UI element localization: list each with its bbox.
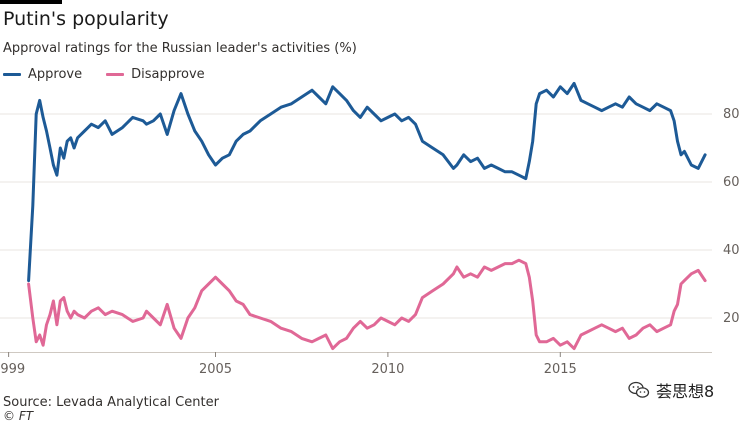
wechat-icon [628, 381, 650, 398]
legend-swatch-disapprove [106, 73, 125, 76]
watermark: 荟思想8 [628, 378, 714, 402]
legend-swatch-approve [3, 73, 21, 76]
legend-label-approve: Approve [28, 67, 83, 82]
credit-note: © FT [3, 409, 34, 423]
chart-legend: Approve Disapprove [3, 67, 229, 82]
y-tick-label-80: 80 [723, 107, 740, 122]
series-line-disapprove [27, 258, 707, 351]
chart-title: Putin's popularity [3, 8, 169, 30]
legend-item-disapprove: Disapprove [106, 67, 205, 82]
x-tick-label-2015: 2015 [544, 362, 577, 377]
x-tick-label-2010: 2010 [371, 362, 404, 377]
y-tick-label-40: 40 [723, 243, 740, 258]
legend-label-disapprove: Disapprove [131, 67, 205, 82]
y-tick-label-20: 20 [723, 311, 740, 326]
series-line-approve [27, 81, 707, 283]
watermark-text: 荟思想8 [656, 382, 715, 401]
line-chart: 20 40 60 80 1999 2005 2010 2015 [0, 81, 740, 377]
source-note: Source: Levada Analytical Center [3, 395, 219, 410]
legend-item-approve: Approve [3, 67, 82, 82]
y-tick-label-60: 60 [723, 175, 740, 190]
header-accent-bar [0, 0, 62, 4]
x-tick-label-2005: 2005 [199, 362, 232, 377]
chart-subtitle: Approval ratings for the Russian leader'… [3, 41, 357, 56]
x-tick-label-1999: 1999 [0, 362, 25, 377]
